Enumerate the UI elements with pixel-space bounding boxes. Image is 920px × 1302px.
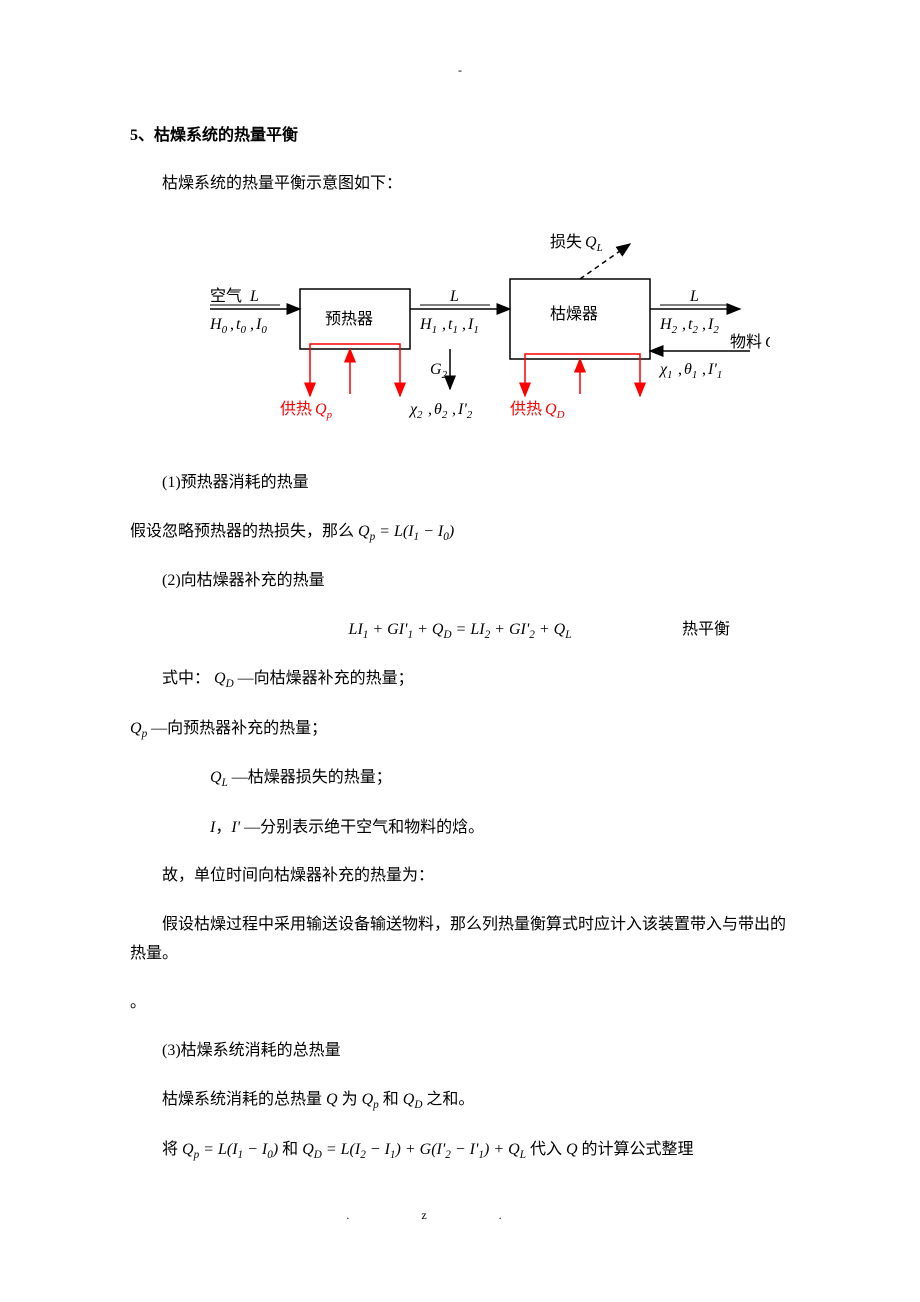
eq-label: 热平衡 — [682, 616, 730, 645]
svg-text:χ2: χ2 — [408, 401, 423, 421]
svg-text:,: , — [230, 316, 234, 333]
svg-text:I'1: I'1 — [707, 361, 722, 381]
page-footer: .z. — [130, 1205, 790, 1227]
svg-text:,: , — [682, 316, 686, 333]
svg-text:L: L — [249, 288, 259, 305]
svg-text:,: , — [462, 316, 466, 333]
svg-text:H1: H1 — [419, 316, 437, 336]
svg-text:I1: I1 — [467, 316, 479, 336]
svg-text:物料: 物料 — [730, 333, 762, 351]
section2-eq: LI1 + GI'1 + QD = LI2 + GI'2 + QL 热平衡 — [130, 616, 790, 645]
eq-qp: Qp = L(I1 − I0) — [358, 523, 454, 540]
diagram-container: 预热器枯燥器空气LH0,t0,I0LH1,t1,I1LH2,t2,I2物料G1χ… — [130, 229, 790, 429]
svg-text:χ1: χ1 — [658, 361, 673, 381]
svg-text:供热: 供热 — [280, 400, 312, 418]
section2-p3: 假设枯燥过程中采用输送设备输送物料，那么列热量衡算式时应计入该装置带入与带出的热… — [130, 911, 790, 969]
def-i: I，I' —分别表示绝干空气和物料的焓。 — [130, 814, 790, 843]
s3p1b: 为 — [342, 1091, 358, 1108]
svg-text:,: , — [428, 401, 432, 418]
svg-text:H2: H2 — [659, 316, 678, 336]
def-intro: 式中： — [162, 670, 210, 687]
section3-p1: 枯燥系统消耗的总热量 Q 为 Qp 和 QD 之和。 — [130, 1086, 790, 1115]
section1-title: (1)预热器消耗的热量 — [130, 469, 790, 498]
section-heading: 5、枯燥系统的热量平衡 — [130, 122, 790, 151]
svg-text:QD: QD — [545, 401, 565, 421]
svg-text:L: L — [689, 288, 699, 305]
s3p2c: 代入 — [530, 1141, 562, 1158]
svg-text:θ1: θ1 — [684, 361, 697, 381]
svg-text:QL: QL — [585, 234, 603, 254]
section2-p2: 故，单位时间向枯燥器补充的热量为： — [130, 862, 790, 891]
section3-title: (3)枯燥系统消耗的总热量 — [130, 1037, 790, 1066]
section1-text: 假设忽略预热器的热损失，那么 — [130, 523, 354, 540]
svg-text:,: , — [250, 316, 254, 333]
svg-text:,: , — [702, 361, 706, 378]
s3p2b: 和 — [282, 1141, 298, 1158]
svg-text:t2: t2 — [688, 316, 698, 336]
s3p1c: 和 — [383, 1091, 399, 1108]
svg-text:G1: G1 — [765, 334, 770, 354]
heat-balance-diagram: 预热器枯燥器空气LH0,t0,I0LH1,t1,I1LH2,t2,I2物料G1χ… — [150, 229, 770, 429]
s3p2a: 将 — [162, 1141, 178, 1158]
svg-text:t1: t1 — [448, 316, 458, 336]
svg-text:枯燥器: 枯燥器 — [550, 305, 598, 323]
svg-text:I'2: I'2 — [457, 401, 473, 421]
section3-p2: 将 Qp = L(I1 − I0) 和 QD = L(I2 − I1) + G(… — [130, 1136, 790, 1165]
s3p1a: 枯燥系统消耗的总热量 — [162, 1091, 322, 1108]
svg-text:供热: 供热 — [510, 400, 542, 418]
section1-line: 假设忽略预热器的热损失，那么 Qp = L(I1 − I0) — [130, 518, 790, 547]
top-dash: - — [130, 60, 790, 82]
def-qd: 式中： QD —向枯燥器补充的热量； — [130, 665, 790, 694]
section2-title: (2)向枯燥器补充的热量 — [130, 567, 790, 596]
svg-text:,: , — [702, 316, 706, 333]
lone-period: 。 — [130, 989, 790, 1018]
svg-text:I0: I0 — [255, 316, 267, 336]
svg-text:损失: 损失 — [550, 233, 582, 251]
svg-text:I2: I2 — [707, 316, 719, 336]
svg-text:θ2: θ2 — [434, 401, 448, 421]
svg-text:预热器: 预热器 — [325, 310, 373, 328]
svg-text:t0: t0 — [236, 316, 246, 336]
svg-text:H0: H0 — [209, 316, 228, 336]
def-qp: Qp —向预热器补充的热量； — [130, 715, 790, 744]
svg-text:,: , — [452, 401, 456, 418]
svg-text:,: , — [442, 316, 446, 333]
svg-text:L: L — [449, 288, 459, 305]
def-ql: QL —枯燥器损失的热量； — [130, 764, 790, 793]
intro-text: 枯燥系统的热量平衡示意图如下： — [130, 170, 790, 199]
svg-text:空气: 空气 — [210, 287, 242, 305]
s3p2d: 的计算公式整理 — [582, 1141, 694, 1158]
svg-text:Qp: Qp — [315, 401, 333, 421]
svg-text:G2: G2 — [430, 361, 448, 381]
svg-text:,: , — [678, 361, 682, 378]
s3p1d: 之和。 — [426, 1091, 474, 1108]
